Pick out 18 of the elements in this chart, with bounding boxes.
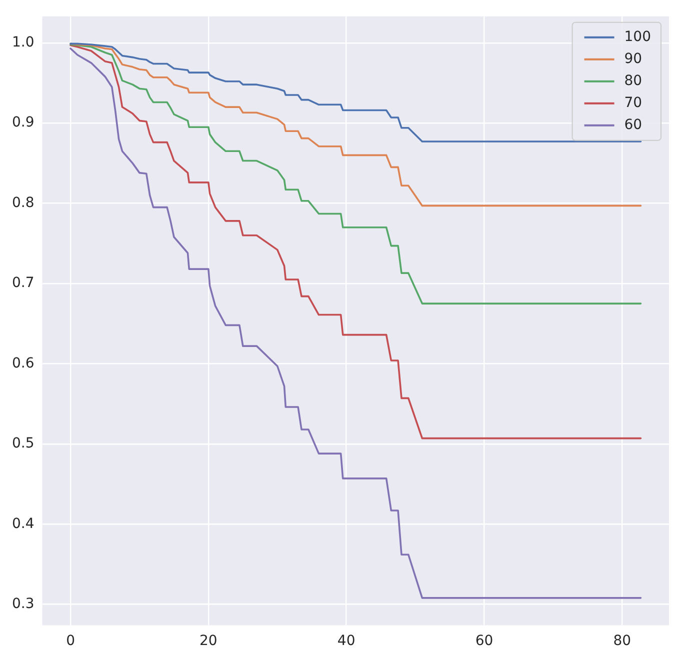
legend-label: 70 [624, 95, 642, 112]
y-tick-label: 0.6 [12, 355, 34, 372]
y-tick-label: 0.8 [12, 194, 34, 211]
legend-label: 100 [624, 29, 652, 46]
x-tick-label: 0 [66, 633, 75, 650]
y-tick-label: 0.7 [12, 275, 34, 292]
x-tick-label: 60 [475, 633, 494, 650]
legend-label: 80 [624, 73, 642, 90]
y-tick-label: 1.0 [12, 34, 34, 51]
y-tick-label: 0.5 [12, 436, 34, 452]
x-tick-label: 40 [337, 633, 356, 650]
y-tick-label: 0.3 [12, 596, 34, 612]
x-tick-label: 20 [200, 633, 218, 650]
legend-label: 60 [624, 117, 642, 134]
y-tick-label: 0.9 [12, 114, 34, 131]
x-tick-label: 80 [613, 633, 632, 650]
y-tick-label: 0.4 [12, 516, 34, 532]
legend-label: 90 [624, 51, 642, 68]
